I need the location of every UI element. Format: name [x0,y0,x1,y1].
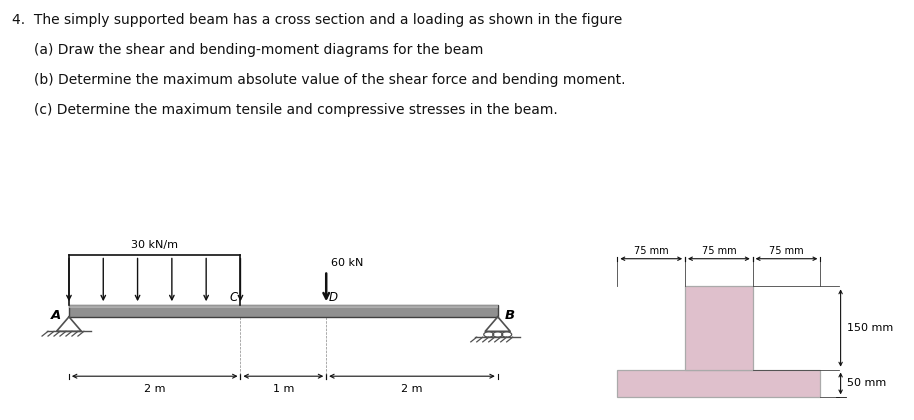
Text: (c) Determine the maximum tensile and compressive stresses in the beam.: (c) Determine the maximum tensile and co… [12,103,558,117]
Text: 75 mm: 75 mm [702,246,736,256]
Bar [617,370,820,397]
Text: (a) Draw the shear and bending-moment diagrams for the beam: (a) Draw the shear and bending-moment di… [12,43,484,57]
Bar [69,305,498,317]
Text: 75 mm: 75 mm [634,246,668,256]
Text: 4.  The simply supported beam has a cross section and a loading as shown in the : 4. The simply supported beam has a cross… [12,13,622,26]
Text: B: B [505,309,515,322]
Text: 2 m: 2 m [401,384,422,394]
Text: D: D [329,291,337,304]
Text: (b) Determine the maximum absolute value of the shear force and bending moment.: (b) Determine the maximum absolute value… [12,73,625,87]
Text: A: A [51,309,61,322]
Text: 60 kN: 60 kN [331,258,364,268]
Text: C: C [229,291,238,304]
Text: 1 m: 1 m [272,384,294,394]
Text: 30 kN/m: 30 kN/m [132,240,178,250]
Bar [686,286,752,370]
Text: 150 mm: 150 mm [847,323,894,333]
Text: 2 m: 2 m [144,384,165,394]
Text: 75 mm: 75 mm [770,246,803,256]
Bar [69,305,498,308]
Text: 50 mm: 50 mm [847,378,887,388]
